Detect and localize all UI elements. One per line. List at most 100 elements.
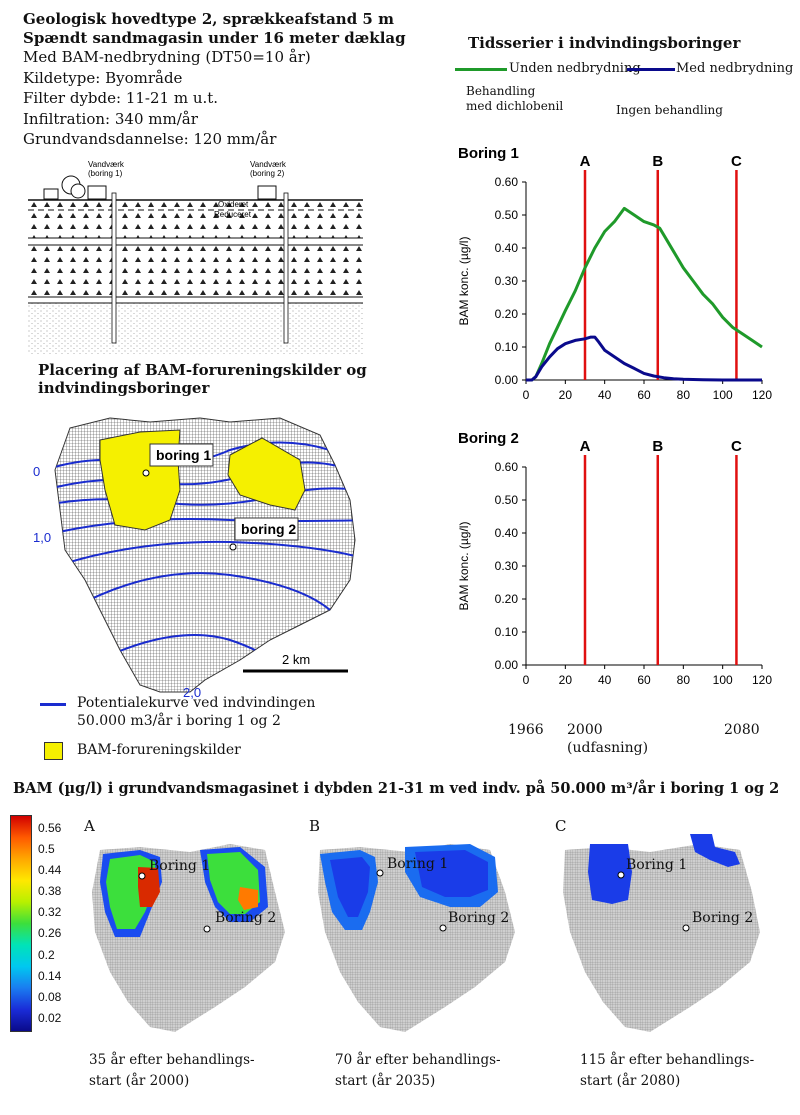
y-axis-label: BAM konc. (µg/l)	[457, 522, 471, 611]
contour-label-1: 1,0	[33, 530, 51, 545]
x-tick-label: 60	[637, 673, 651, 687]
colorbar-label: 0.14	[38, 968, 62, 983]
x-tick-label: 60	[637, 388, 651, 402]
y-tick-label: 0.10	[495, 340, 519, 354]
behandling-note: Behandling med dichlobenil	[466, 84, 563, 114]
y-tick-label: 0.30	[495, 559, 519, 573]
colorbar-label: 0.2	[38, 947, 55, 962]
y-tick-label: 0.40	[495, 526, 519, 540]
map-title-1: Placering af BAM-forureningskilder og	[38, 361, 367, 379]
marker-label-b: B	[652, 153, 663, 170]
legend-blue-line	[627, 68, 675, 71]
panel-b-caption-2: start (år 2035)	[335, 1073, 436, 1089]
colorbar-label: 0.56	[38, 821, 62, 835]
x-tick-label: 100	[713, 673, 733, 687]
colorbar-label: 0.08	[38, 989, 62, 1004]
well2-label: Vandværk (boring 2)	[250, 160, 287, 178]
panel-b	[318, 844, 515, 1032]
x-tick-label: 120	[752, 673, 772, 687]
y-tick-label: 0.60	[495, 460, 519, 474]
oxideret-label: Oxideret	[218, 200, 249, 209]
year-2080: 2080	[724, 722, 760, 738]
panel-b-caption: 70 år efter behandlings- start (år 2035)	[335, 1050, 501, 1092]
scenario-title-1: Geologisk hovedtype 2, sprækkeafstand 5 …	[23, 10, 394, 28]
info-line: Grundvandsdannelse: 120 mm/år	[23, 130, 277, 148]
series-line-0	[526, 206, 763, 382]
year-udfasning: (udfasning)	[567, 740, 649, 756]
concentration-panels	[92, 834, 760, 1032]
boring2-chart: Boring 2 BAM konc. (µg/l) 0.00 0.10 0.20 0.30…	[457, 430, 772, 687]
panel-c	[563, 834, 760, 1032]
legend-green-label: Unden nedbrydning	[509, 61, 641, 76]
x-tick-label: 120	[752, 388, 772, 402]
contour-legend-text: Potentialekurve ved indvindingen 50.000 …	[77, 694, 315, 730]
panel-a-caption-2: start (år 2000)	[89, 1073, 190, 1089]
x-tick-label: 0	[523, 388, 530, 402]
marker-label-c: C	[731, 438, 742, 455]
x-tick-label: 80	[677, 388, 691, 402]
behandling-line1: Behandling	[466, 84, 536, 98]
x-tick-label: 40	[598, 673, 612, 687]
boring2-map-label: boring 2	[241, 521, 296, 537]
panel-a-boring1: Boring 1	[149, 858, 211, 874]
map-title-2: indvindingsboringer	[38, 379, 210, 397]
y-axis-label: BAM konc. (µg/l)	[457, 237, 471, 326]
bottom-title: BAM (µg/l) i grundvandsmagasinet i dybde…	[13, 780, 780, 797]
x-tick-label: 20	[559, 388, 573, 402]
reduceret-label: Reduceret	[214, 210, 252, 219]
colorbar-label: 0.44	[38, 863, 62, 878]
panel-a-caption: 35 år efter behandlings- start (år 2000)	[89, 1050, 255, 1092]
x-tick-label: 80	[677, 673, 691, 687]
panel-a-caption-1: 35 år efter behandlings-	[89, 1052, 255, 1068]
y-tick-label: 0.40	[495, 241, 519, 255]
y-tick-label: 0.00	[495, 658, 519, 672]
year-1966: 1966	[508, 722, 544, 738]
colorbar-label: 0.32	[38, 905, 62, 920]
contamination-source-2	[227, 437, 306, 511]
scenario-title-2: Spændt sandmagasin under 16 meter dæklag	[23, 29, 406, 47]
contour-label-0: 0	[33, 464, 40, 479]
colorbar-label: 0.38	[38, 884, 62, 899]
chart-title: Boring 1	[458, 145, 519, 162]
panel-c-caption: 115 år efter behandlings- start (år 2080…	[580, 1050, 754, 1092]
x-tick-label: 20	[559, 673, 573, 687]
colorbar	[10, 815, 32, 1032]
contour-label-2: 2,0	[183, 685, 201, 700]
y-tick-label: 0.10	[495, 625, 519, 639]
info-line: Filter dybde: 11-21 m u.t.	[23, 89, 219, 107]
y-tick-label: 0.00	[495, 373, 519, 387]
boring1-map-label: boring 1	[156, 447, 211, 463]
timeseries-title: Tidsserier i indvindingsboringer	[468, 34, 741, 52]
info-line: Kildetype: Byområde	[23, 68, 183, 87]
panel-b-letter: B	[309, 817, 321, 835]
legend-blue-label: Med nedbrydning	[676, 61, 794, 76]
chart-title: Boring 2	[458, 430, 519, 447]
panel-b-boring2: Boring 2	[448, 910, 510, 926]
contour-legend-line	[40, 703, 66, 706]
marker-label-c: C	[731, 153, 742, 170]
panel-c-boring1: Boring 1	[626, 857, 688, 873]
boring1-chart: Boring 1 BAM konc. (µg/l) 0.00 0.10 0.20 0.30…	[457, 145, 772, 402]
y-tick-label: 0.60	[495, 175, 519, 189]
info-line: Infiltration: 340 mm/år	[23, 109, 198, 128]
y-tick-label: 0.20	[495, 307, 519, 321]
x-tick-label: 40	[598, 388, 612, 402]
panel-c-caption-2: start (år 2080)	[580, 1073, 681, 1089]
panel-c-letter: C	[555, 817, 567, 835]
marker-label-a: A	[580, 153, 591, 170]
behandling-line2: med dichlobenil	[466, 99, 564, 113]
scale-label: 2 km	[282, 652, 310, 667]
colorbar-labels: 0.56 0.5 0.44 0.38 0.32 0.26 0.2 0.14 0.…	[38, 818, 61, 1029]
well1-label: Vandværk (boring 1)	[88, 160, 125, 178]
year-2000: 2000	[567, 722, 603, 738]
marker-label-b: B	[652, 438, 663, 455]
x-tick-label: 100	[713, 388, 733, 402]
y-tick-label: 0.50	[495, 208, 519, 222]
panel-c-caption-1: 115 år efter behandlings-	[580, 1052, 755, 1068]
series-line-1	[526, 335, 762, 382]
colorbar-label: 0.02	[38, 1010, 62, 1025]
legend-green-line	[455, 68, 507, 71]
marker-label-a: A	[580, 438, 591, 455]
panel-c-boring2: Boring 2	[692, 910, 754, 926]
source-map: boring 1 boring 2 0 1,0 2,0 2 km	[33, 417, 356, 700]
